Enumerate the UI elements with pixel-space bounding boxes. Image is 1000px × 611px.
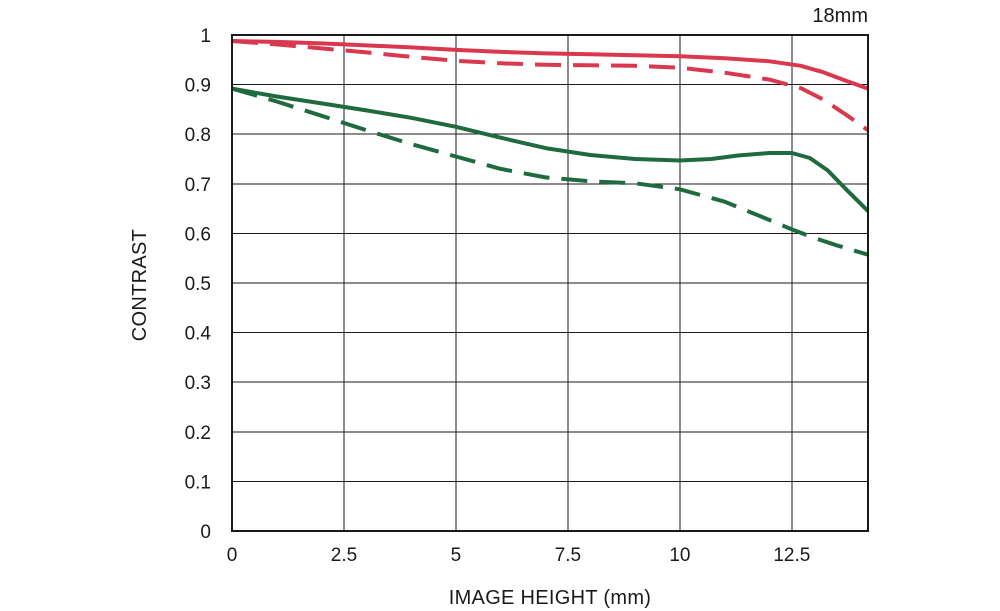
y-tick-label: 0.3 xyxy=(185,373,211,394)
x-tick-label: 2.5 xyxy=(331,545,357,566)
series-lines xyxy=(231,39,870,257)
y-tick-label: 0.9 xyxy=(185,76,211,97)
x-tick-labels: 0 2.5 5 7.5 10 12.5 xyxy=(227,545,811,566)
y-tick-labels: 0 0.1 0.2 0.3 0.4 0.5 0.6 0.7 0.8 0.9 1 xyxy=(185,26,212,543)
x-tick-label: 5 xyxy=(451,545,462,566)
series-line-4 xyxy=(231,86,869,257)
grid-lines xyxy=(231,34,868,532)
chart-title: 18mm xyxy=(812,5,868,27)
x-tick-label: 0 xyxy=(227,545,238,566)
y-tick-label: 0.4 xyxy=(185,324,212,345)
y-tick-label: 0.7 xyxy=(185,175,211,196)
y-tick-label: 0.5 xyxy=(185,274,211,295)
x-tick-label: 10 xyxy=(669,545,690,566)
x-tick-label: 12.5 xyxy=(773,545,810,566)
series-line-2 xyxy=(231,39,870,132)
y-axis-title: CONTRAST xyxy=(129,229,151,341)
y-tick-label: 0.8 xyxy=(185,125,211,146)
x-axis-title: IMAGE HEIGHT (mm) xyxy=(449,587,652,609)
plot-frame xyxy=(231,34,869,532)
x-tick-label: 7.5 xyxy=(555,545,581,566)
series-line-1 xyxy=(231,39,869,91)
y-tick-label: 0.2 xyxy=(185,423,211,444)
y-tick-label: 0.1 xyxy=(185,472,211,493)
y-tick-label: 1 xyxy=(200,26,211,47)
series-line-3 xyxy=(231,86,870,213)
y-tick-label: 0 xyxy=(200,522,211,543)
y-tick-label: 0.6 xyxy=(185,224,211,245)
